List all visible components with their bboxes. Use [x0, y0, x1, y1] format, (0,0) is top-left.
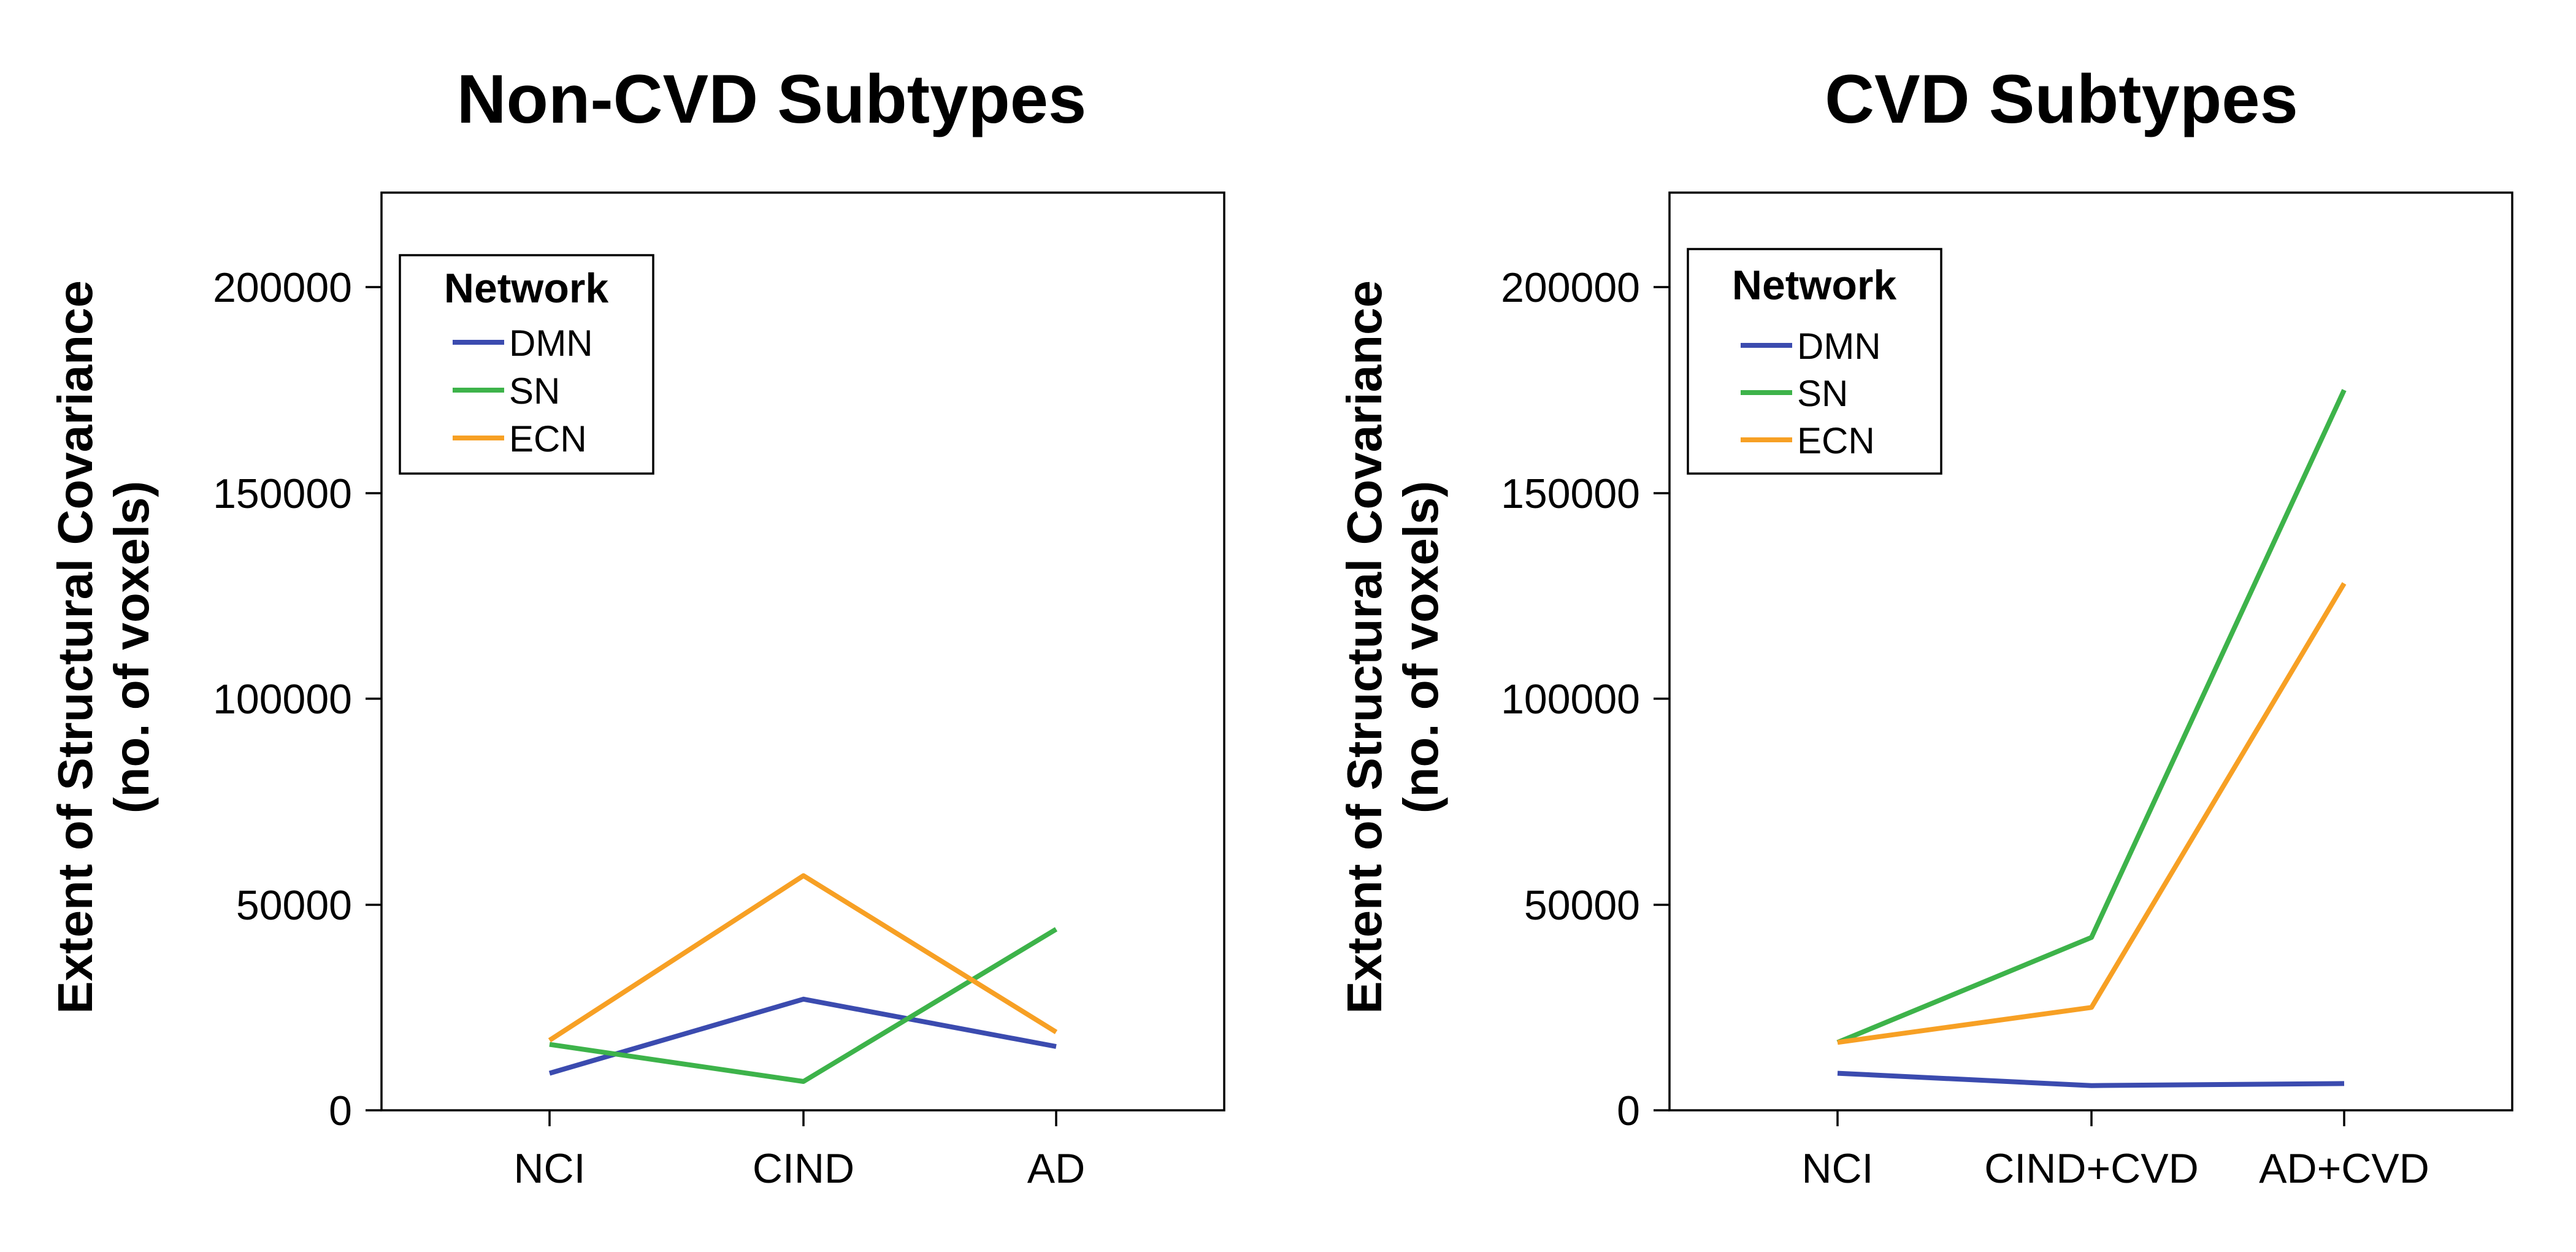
series-line-dmn	[548, 996, 1057, 1076]
legend-box	[1687, 248, 1942, 475]
y-tick-label: 150000	[1501, 470, 1640, 517]
y-tick-label: 200000	[1501, 264, 1640, 311]
legend-label-ecn: ECN	[509, 418, 587, 459]
y-ticks: 0 50000 100000 150000 200000	[1501, 264, 1669, 1134]
y-axis-label-line-2: (no. of voxels)	[104, 481, 159, 813]
y-ticks: 0 50000 100000 150000 200000	[213, 264, 381, 1134]
series-line-sn	[1836, 389, 2347, 1045]
series-line-ecn	[548, 873, 1058, 1043]
panel-non-cvd: Non-CVD Subtypes Extent of Structural Co…	[48, 61, 1225, 1192]
series-lines	[1836, 389, 2347, 1088]
plot-frame	[1668, 191, 2513, 1112]
legend-label-dmn: DMN	[509, 323, 593, 364]
y-axis-label-line-1: Extent of Structural Covariance	[1337, 280, 1392, 1014]
legend-label-sn: SN	[1797, 373, 1848, 414]
y-axis-label: Extent of Structural Covariance (no. of …	[1337, 280, 1448, 1014]
x-tick-label: AD+CVD	[2259, 1145, 2429, 1192]
legend-title: Network	[1732, 262, 1896, 309]
x-ticks: NCI CIND AD	[513, 1110, 1085, 1192]
x-ticks: NCI CIND+CVD AD+CVD	[1801, 1110, 2429, 1192]
x-tick-label: CIND+CVD	[1984, 1145, 2199, 1192]
y-tick-label: 0	[1617, 1088, 1640, 1134]
x-tick-label: CIND	[753, 1145, 854, 1192]
y-tick-label: 200000	[213, 264, 352, 311]
legend-label-dmn: DMN	[1797, 326, 1881, 367]
panel-title: Non-CVD Subtypes	[457, 61, 1087, 137]
series-line-sn	[549, 927, 1058, 1084]
y-tick-label: 150000	[213, 470, 352, 517]
y-axis-label-line-2: (no. of voxels)	[1393, 481, 1448, 813]
y-axis-label: Extent of Structural Covariance (no. of …	[48, 280, 159, 1014]
y-tick-label: 50000	[1524, 882, 1640, 929]
y-tick-label: 0	[329, 1088, 352, 1134]
x-tick-label: AD	[1027, 1145, 1085, 1192]
x-tick-label: NCI	[513, 1145, 585, 1192]
series-line-dmn	[1837, 1070, 2345, 1088]
y-axis-label-line-1: Extent of Structural Covariance	[48, 280, 102, 1014]
y-tick-label: 50000	[236, 882, 352, 929]
legend-label-ecn: ECN	[1797, 420, 1875, 461]
series-lines	[548, 873, 1058, 1084]
x-tick-label: NCI	[1801, 1145, 1873, 1192]
legend: Network DMN SN ECN	[1687, 248, 1942, 475]
y-tick-label: 100000	[1501, 676, 1640, 723]
series-line-ecn	[1837, 582, 2347, 1045]
legend-box	[399, 254, 654, 475]
panel-cvd: CVD Subtypes Extent of Structural Covari…	[1337, 61, 2513, 1192]
legend-label-sn: SN	[509, 371, 560, 412]
legend-title: Network	[444, 265, 608, 312]
plot-frame	[380, 191, 1225, 1112]
panel-title: CVD Subtypes	[1825, 61, 2298, 137]
y-tick-label: 100000	[213, 676, 352, 723]
legend: Network DMN SN ECN	[399, 254, 654, 475]
